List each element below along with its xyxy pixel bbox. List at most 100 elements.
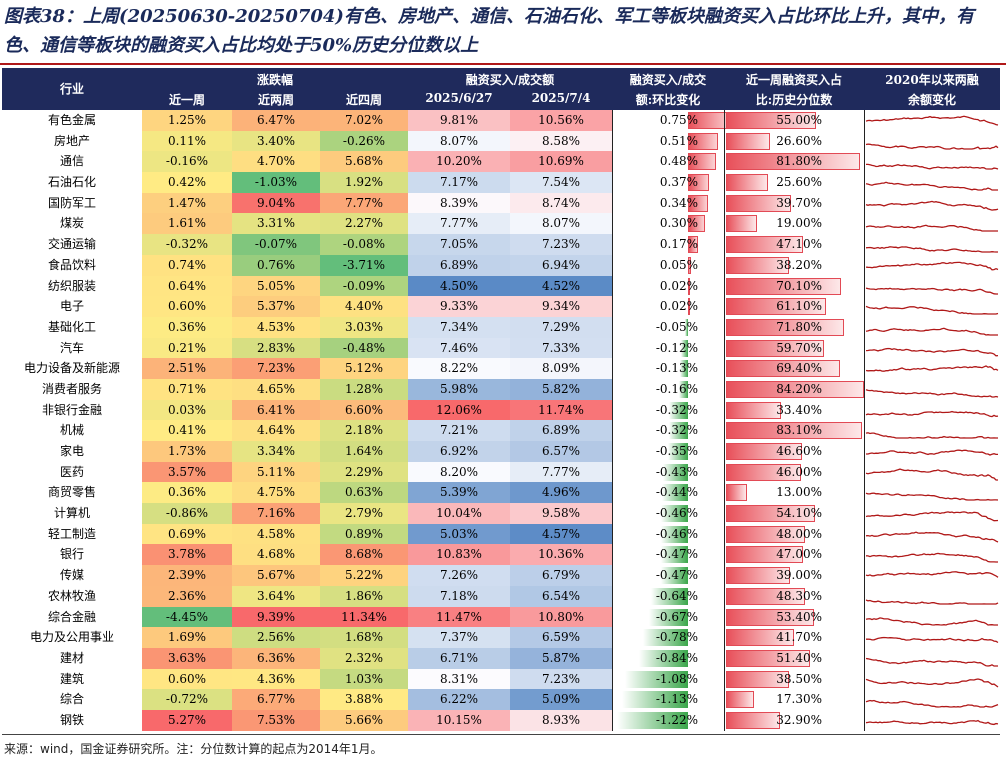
cell-r1: 7.34% — [408, 316, 510, 338]
sparkline-path — [866, 164, 999, 171]
table-row: 机械 0.41% 4.64% 2.18% 7.21% 6.89% -0.32% 83.10% — [2, 420, 1000, 441]
table-row: 通信 -0.16% 4.70% 5.68% 10.20% 10.69% 0.48% 81.80… — [2, 151, 1000, 173]
cell-w1: 0.74% — [142, 254, 232, 276]
sparkline-path — [865, 410, 999, 417]
cell-w2: 5.05% — [232, 275, 320, 297]
cell-r2: 6.59% — [510, 627, 612, 648]
cell-w4: 6.60% — [320, 399, 408, 421]
cell-r1: 7.17% — [408, 172, 510, 193]
table-row: 计算机 -0.86% 7.16% 2.79% 10.04% 9.58% -0.46% 54.1… — [2, 503, 1000, 524]
cell-r1: 7.77% — [408, 213, 510, 235]
pctile-bar — [726, 691, 755, 709]
chg-value: -0.13% — [655, 361, 698, 376]
chg-value: -0.43% — [655, 464, 698, 479]
cell-w2: 6.36% — [232, 647, 320, 669]
cell-r2: 4.96% — [510, 482, 612, 504]
industry-name: 建材 — [59, 650, 84, 665]
cell-w4: 2.32% — [320, 647, 408, 669]
chg-value: 0.48% — [659, 154, 698, 169]
sparkline-path — [865, 468, 998, 481]
sparkline-path — [865, 657, 998, 667]
balance-sparkline — [865, 365, 999, 373]
pctile-value: 13.00% — [776, 485, 822, 500]
sparkline-path — [865, 492, 999, 502]
chg-bar — [681, 339, 688, 357]
cell-w2: 0.76% — [232, 254, 320, 276]
industry-name: 机械 — [59, 423, 84, 438]
cell-r1: 10.04% — [408, 503, 510, 524]
cell-w4: 3.03% — [320, 316, 408, 338]
cell-w2: 7.53% — [232, 709, 320, 731]
sparkline-path — [865, 261, 999, 271]
cell-r2: 7.77% — [510, 461, 612, 483]
cell-r1: 9.33% — [408, 296, 510, 317]
chg-value: 0.02% — [659, 278, 698, 293]
industry-name: 有色金属 — [47, 113, 96, 127]
industry-name: 纺织服装 — [47, 278, 96, 293]
chg-bar — [680, 360, 688, 378]
cell-w2: 6.77% — [232, 689, 320, 710]
cell-r2: 7.33% — [510, 337, 612, 359]
cell-w1: 0.03% — [142, 399, 232, 421]
pctile-bar — [726, 215, 758, 233]
sparkline-path — [865, 305, 999, 315]
balance-sparkline — [865, 700, 999, 708]
chg-value: 0.05% — [659, 257, 698, 272]
sparkline-path — [865, 365, 999, 373]
pctile-bar — [726, 256, 789, 274]
sparkline-path — [865, 327, 998, 336]
pctile-value: 54.10% — [776, 506, 822, 521]
pctile-value: 46.60% — [776, 444, 822, 458]
cell-w1: -0.72% — [142, 689, 232, 710]
pctile-bar — [726, 422, 863, 440]
cell-r2: 11.74% — [510, 399, 612, 421]
cell-r2: 6.54% — [510, 585, 612, 607]
chg-value: -0.32% — [655, 402, 698, 417]
chg-bar — [688, 194, 708, 212]
pctile-bar — [726, 401, 781, 419]
chg-bar — [685, 318, 688, 336]
cell-r1: 10.20% — [408, 151, 510, 173]
cell-w2: 7.23% — [232, 358, 320, 379]
table-row: 交通运输 -0.32% -0.07% -0.08% 7.05% 7.23% 0.17% 47.… — [2, 234, 1000, 255]
pctile-value: 51.40% — [776, 650, 822, 665]
balance-sparkline — [865, 347, 999, 357]
chg-value: -1.08% — [655, 671, 698, 686]
chg-bar — [642, 629, 688, 647]
cell-w4: 0.89% — [320, 523, 408, 545]
chg-value: -0.46% — [655, 506, 698, 521]
sparkline-path — [865, 553, 998, 564]
cell-w2: -1.03% — [232, 172, 320, 193]
industry-name: 汽车 — [59, 340, 84, 355]
chg-value: -0.44% — [655, 485, 698, 500]
chg-value: -0.84% — [655, 650, 698, 665]
table-row: 综合金融 -4.45% 9.39% 11.34% 11.47% 10.80% -0.67% 5… — [2, 606, 1000, 628]
pctile-value: 26.60% — [776, 133, 822, 148]
cell-w4: 1.92% — [320, 172, 408, 193]
cell-w1: 2.51% — [142, 358, 232, 379]
cell-r2: 8.58% — [510, 130, 612, 152]
balance-sparkline — [865, 246, 998, 253]
cell-r1: 8.39% — [408, 192, 510, 214]
table-header: 行业 涨跌幅 近一周 近两周 近四周 融资买入/成交额 2025/6/27 20… — [2, 68, 1000, 110]
cell-w1: -0.86% — [142, 503, 232, 524]
cell-w2: 2.56% — [232, 627, 320, 648]
table-row: 基础化工 0.36% 4.53% 3.03% 7.34% 7.29% -0.05% 71.80… — [2, 316, 1000, 338]
cell-r2: 8.74% — [510, 192, 612, 214]
cell-w1: 2.39% — [142, 565, 232, 586]
pctile-bar — [726, 277, 841, 295]
cell-r2: 9.58% — [510, 503, 612, 524]
pctile-bar — [726, 298, 827, 316]
pctile-bar — [726, 174, 768, 192]
industry-name: 通信 — [59, 154, 84, 169]
cell-w4: 2.79% — [320, 503, 408, 524]
chg-bar — [622, 691, 688, 709]
chg-value: -0.78% — [655, 630, 698, 645]
industry-name: 医药 — [59, 464, 84, 479]
chg-bar — [688, 236, 698, 254]
sparkline-path — [865, 571, 999, 578]
balance-sparkline — [865, 599, 999, 605]
cell-w2: 4.70% — [232, 151, 320, 173]
cell-w2: 4.58% — [232, 523, 320, 545]
cell-r1: 12.06% — [408, 399, 510, 421]
